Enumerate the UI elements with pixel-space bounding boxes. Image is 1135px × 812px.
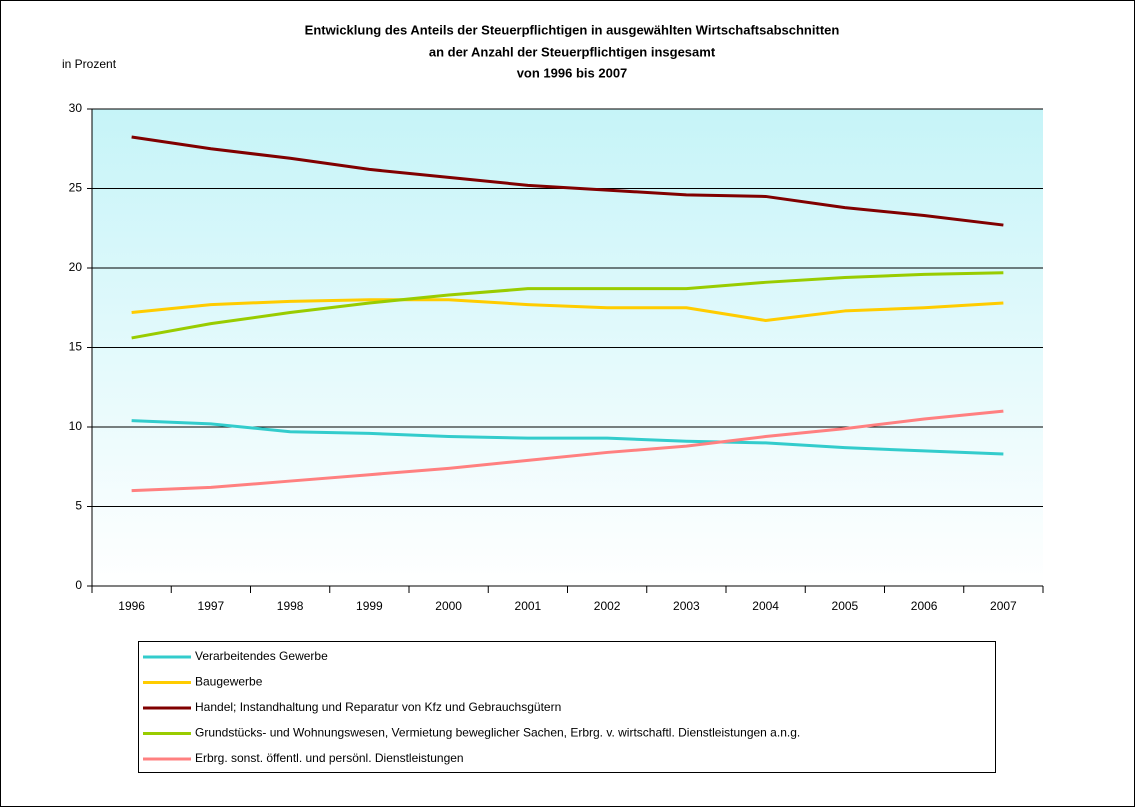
y-tick-label: 5 bbox=[75, 499, 82, 513]
chart-title: von 1996 bis 2007 bbox=[517, 65, 628, 80]
y-tick-label: 0 bbox=[75, 578, 82, 592]
series-line bbox=[131, 271, 1004, 340]
y-tick-label: 30 bbox=[69, 101, 83, 115]
y-tick-label: 20 bbox=[69, 260, 83, 274]
x-tick-label: 2003 bbox=[673, 599, 700, 613]
x-tick-label: 2002 bbox=[594, 599, 621, 613]
legend-label: Erbrg. sonst. öffentl. und persönl. Dien… bbox=[195, 751, 464, 765]
y-tick-label: 10 bbox=[69, 419, 83, 433]
x-tick-label: 2006 bbox=[911, 599, 938, 613]
legend-label: Verarbeitendes Gewerbe bbox=[195, 649, 328, 663]
chart-title: Entwicklung des Anteils der Steuerpflich… bbox=[305, 22, 840, 37]
x-tick-label: 2005 bbox=[832, 599, 859, 613]
legend-label: Grundstücks- und Wohnungswesen, Vermietu… bbox=[195, 726, 800, 740]
y-tick-label: 25 bbox=[69, 181, 83, 195]
x-tick-label: 1999 bbox=[356, 599, 383, 613]
legend-label: Baugewerbe bbox=[195, 675, 263, 689]
series-line bbox=[131, 298, 1004, 322]
y-axis-label: in Prozent bbox=[62, 57, 117, 71]
x-tick-label: 2007 bbox=[990, 599, 1017, 613]
legend-label: Handel; Instandhaltung und Reparatur von… bbox=[195, 700, 561, 714]
x-tick-label: 2001 bbox=[515, 599, 542, 613]
chart-title: an der Anzahl der Steuerpflichtigen insg… bbox=[429, 44, 716, 59]
x-tick-label: 1996 bbox=[118, 599, 145, 613]
series-line bbox=[131, 419, 1004, 456]
legend bbox=[138, 641, 996, 773]
series-line bbox=[131, 135, 1004, 227]
x-tick-label: 2004 bbox=[752, 599, 779, 613]
series-line bbox=[131, 409, 1004, 493]
x-tick-label: 2000 bbox=[435, 599, 462, 613]
x-tick-label: 1998 bbox=[277, 599, 304, 613]
y-tick-label: 15 bbox=[69, 340, 83, 354]
x-tick-label: 1997 bbox=[198, 599, 225, 613]
